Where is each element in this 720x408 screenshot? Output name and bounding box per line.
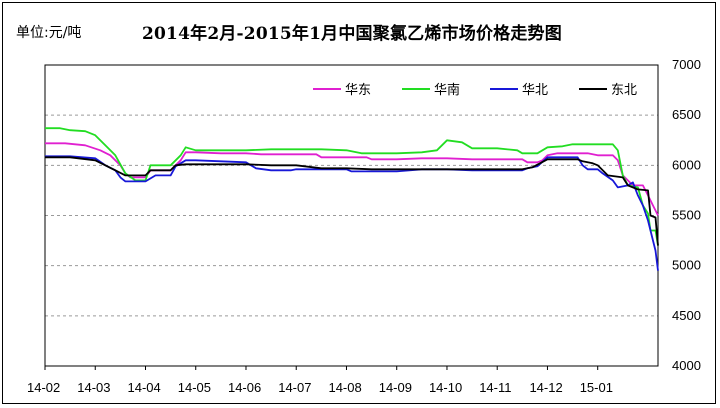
chart-title: 2014年2月-2015年1月中国聚氯乙烯市场价格走势图 [142, 24, 562, 44]
series-line-3 [45, 155, 659, 271]
x-tick-label: 14-06 [228, 380, 261, 395]
x-tick-label: 14-02 [27, 380, 60, 395]
y-tick-label: 5000 [672, 258, 701, 273]
series-layer [45, 127, 659, 271]
unit-label: 单位:元/吨 [16, 25, 82, 41]
series-line-1 [45, 142, 659, 216]
y-tick-label: 7000 [672, 57, 701, 72]
y-tick-label: 6500 [672, 107, 701, 122]
legend-label-2: 华南 [434, 82, 460, 98]
x-tick-label: 14-04 [127, 380, 160, 395]
grid-layer [45, 114, 658, 317]
x-tick-label: 14-12 [529, 380, 562, 395]
x-tick-label: 14-05 [178, 380, 211, 395]
y-tick-label: 4000 [672, 358, 701, 373]
x-tick-label: 14-10 [429, 380, 462, 395]
y-tick-label: 5500 [672, 208, 701, 223]
x-tick-label: 15-01 [580, 380, 613, 395]
series-line-4 [45, 156, 659, 246]
x-tick-label: 14-11 [479, 380, 511, 395]
y-tick-label: 6000 [672, 157, 701, 172]
axis-layer: 4000 4500 5000 5500 6000 6500 7000 14-02 14-03 14… [27, 57, 701, 395]
legend-label-3: 华北 [522, 83, 548, 98]
series-line-2 [45, 127, 659, 246]
legend-label-1: 华东 [345, 83, 371, 98]
legend: 华东 华南 华北 东北 [313, 82, 637, 98]
x-tick-label: 14-08 [328, 380, 361, 395]
x-tick-label: 14-07 [278, 380, 311, 395]
legend-label-4: 东北 [611, 83, 637, 98]
x-tick-label: 14-09 [379, 380, 412, 395]
y-tick-label: 4500 [672, 308, 701, 323]
x-tick-label: 14-03 [77, 380, 110, 395]
chart-frame [2, 2, 716, 404]
